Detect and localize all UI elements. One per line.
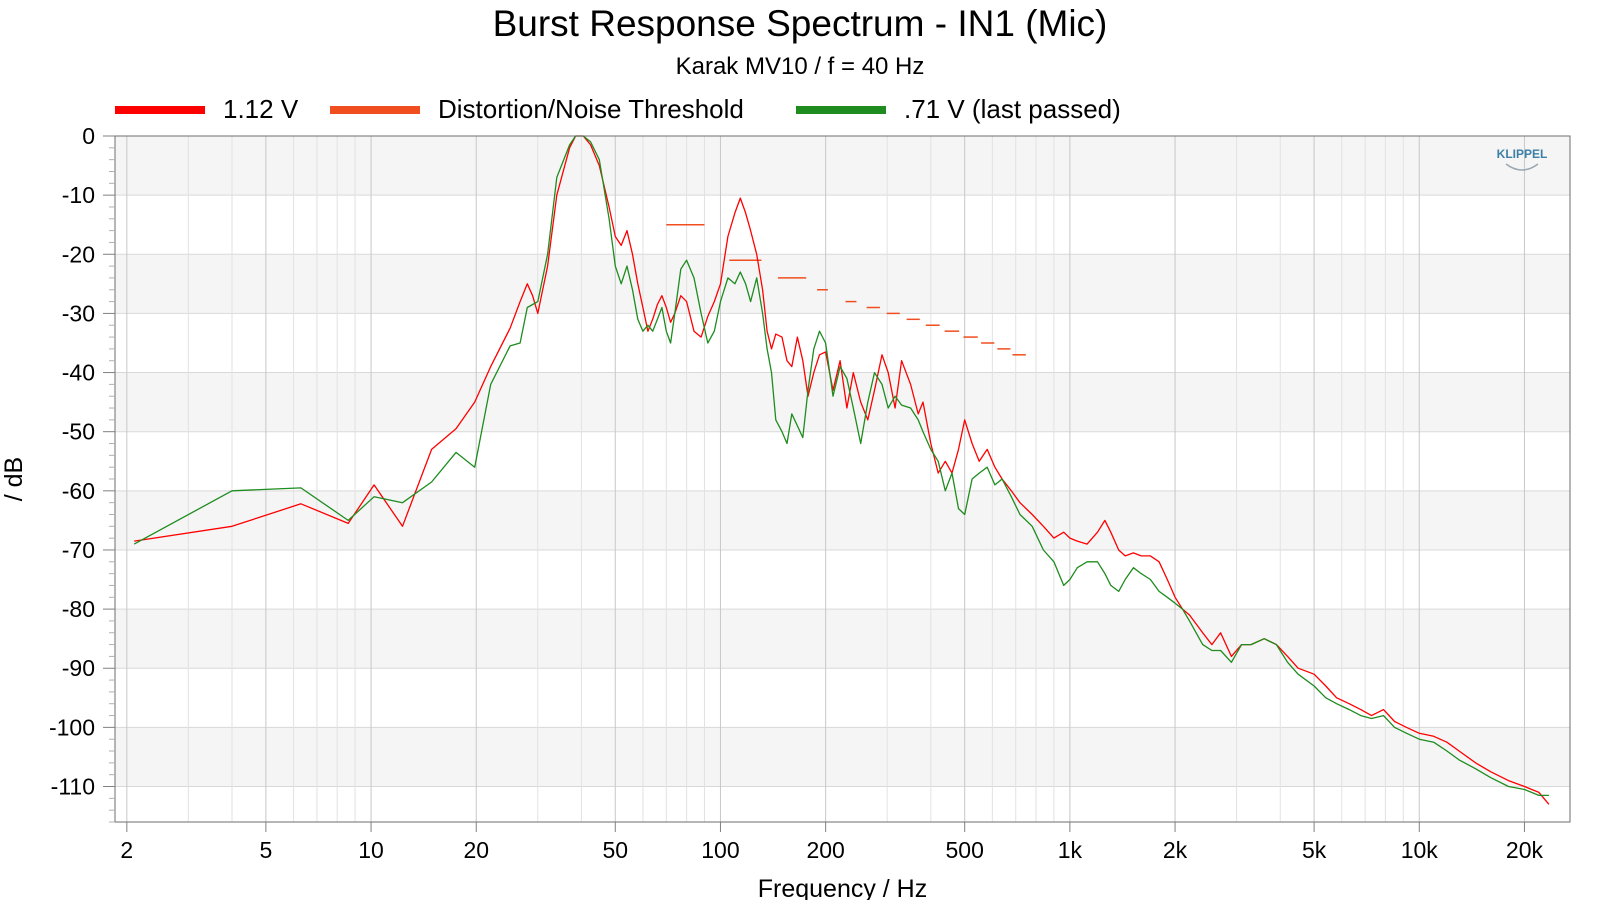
x-tick-label: 20k — [1506, 837, 1544, 863]
grid-band — [115, 609, 1570, 669]
plot-grid — [115, 135, 1570, 822]
x-tick-label: 2k — [1163, 837, 1188, 863]
x-tick-label: 50 — [602, 837, 628, 863]
x-tick-label: 100 — [701, 837, 739, 863]
klippel-logo: KLIPPEL — [1497, 147, 1548, 171]
x-axis-ticks: 2 5 10 20 50 100 200 500 1k 2k 5k 10k 20k — [120, 822, 1543, 863]
klippel-logo-arc — [1505, 163, 1539, 171]
legend-label-series-2: Distortion/Noise Threshold — [438, 94, 744, 124]
legend-swatch-series-2 — [330, 106, 420, 114]
series-line-3 — [133, 135, 1549, 797]
threshold-segments — [666, 223, 1026, 356]
y-tick-label: -10 — [62, 182, 95, 208]
y-tick-label: -60 — [62, 478, 95, 504]
y-tick-label: -50 — [62, 419, 95, 445]
series-lines — [133, 135, 1550, 805]
plot-area — [115, 136, 1570, 822]
klippel-logo-text: KLIPPEL — [1497, 147, 1548, 161]
x-tick-label: 20 — [463, 837, 489, 863]
grid-band — [115, 136, 1570, 196]
x-tick-label: 2 — [120, 837, 133, 863]
chart-legend: 1.12 V Distortion/Noise Threshold .71 V … — [0, 92, 1600, 126]
y-tick-label: 0 — [82, 123, 95, 149]
y-tick-label: -110 — [51, 774, 95, 800]
legend-label-series-3: .71 V (last passed) — [904, 94, 1121, 124]
chart-subtitle: Karak MV10 / f = 40 Hz — [675, 53, 925, 80]
y-tick-label: -20 — [62, 241, 95, 267]
y-tick-label: -70 — [62, 537, 95, 563]
x-tick-label: 1k — [1058, 837, 1083, 863]
y-tick-label: -100 — [49, 714, 95, 740]
y-axis-ticks: 0 -10 -20 -30 -40 -50 -60 -70 -80 -90 -100 -110 — [49, 123, 115, 823]
legend-label-series-1: 1.12 V — [223, 94, 299, 124]
x-axis-label: Frequency / Hz — [758, 875, 928, 900]
chart-title: Burst Response Spectrum - IN1 (Mic) — [492, 3, 1108, 44]
grid-band — [115, 727, 1570, 787]
x-tick-label: 500 — [946, 837, 984, 863]
legend-swatch-series-3 — [796, 106, 886, 114]
y-axis-label: / dB — [0, 457, 28, 501]
x-tick-label: 10 — [358, 837, 384, 863]
grid-band — [115, 490, 1570, 550]
x-tick-label: 200 — [806, 837, 844, 863]
y-tick-label: -90 — [62, 655, 95, 681]
y-tick-label: -40 — [62, 360, 95, 386]
grid-band — [115, 372, 1570, 432]
x-tick-label: 5k — [1302, 837, 1327, 863]
legend-swatch-series-1 — [115, 106, 205, 114]
plot-background — [115, 136, 1570, 822]
y-tick-label: -80 — [62, 596, 95, 622]
x-tick-label: 10k — [1401, 837, 1439, 863]
y-tick-label: -30 — [62, 300, 95, 326]
x-tick-label: 5 — [259, 837, 272, 863]
grid-band — [115, 254, 1570, 314]
